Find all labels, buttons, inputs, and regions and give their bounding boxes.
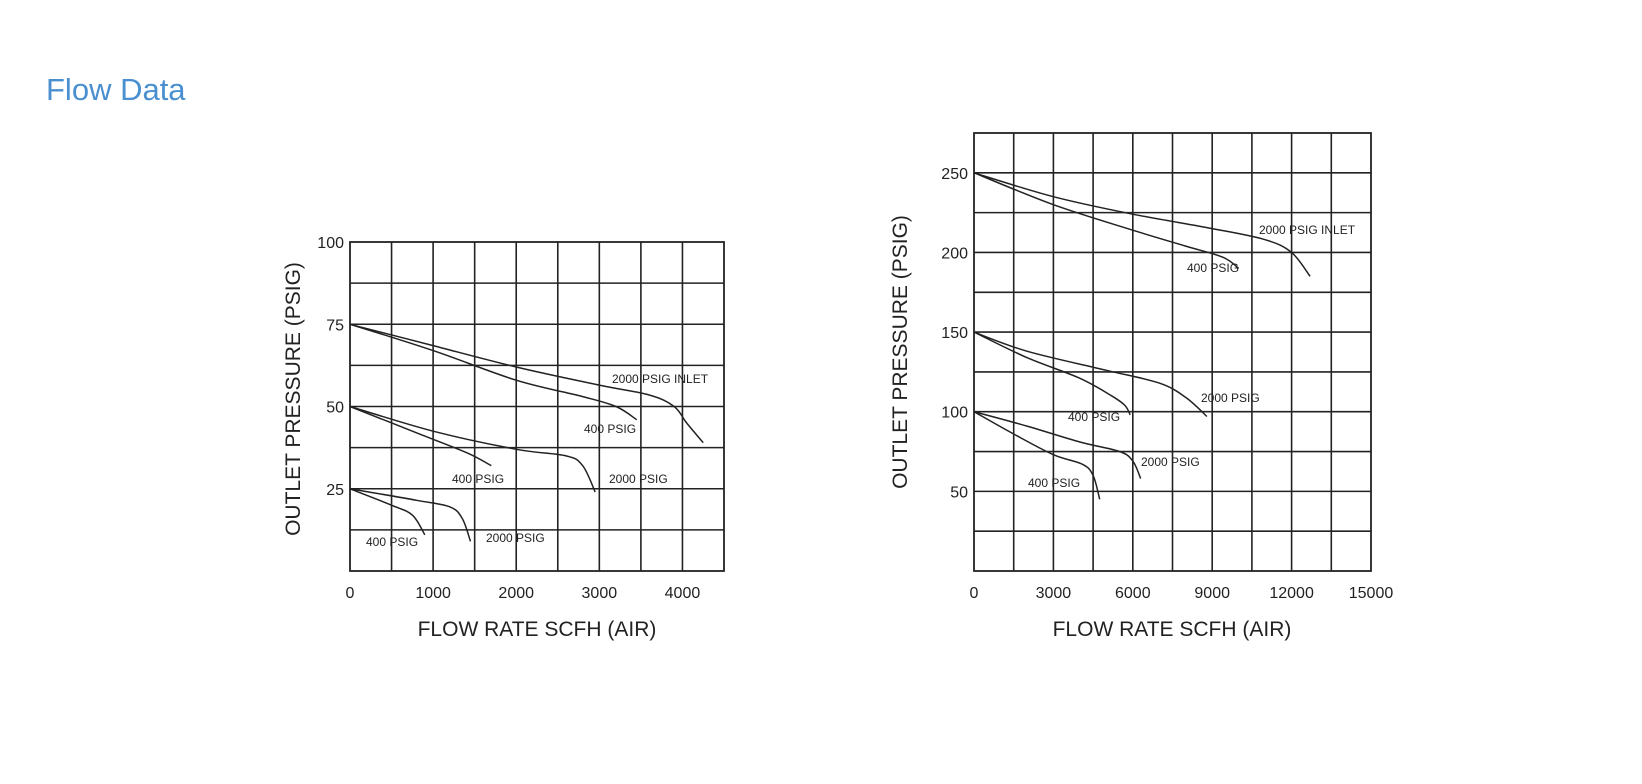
chart-1: 0 1000 2000 3000 4000 25 50 75 100 FLOW RATE SCFH… [282, 235, 725, 641]
x-tick-label: 0 [970, 585, 979, 602]
x-tick-label: 0 [346, 585, 355, 602]
series-label: 400 PSIG [366, 535, 418, 549]
y-tick-label: 75 [326, 317, 344, 334]
series-line [973, 331, 1208, 418]
series-label: 400 PSIG [452, 472, 504, 486]
series-line [349, 323, 704, 444]
series-line [349, 405, 492, 467]
series-line [349, 405, 596, 493]
series-label: 2000 PSIG [1141, 455, 1200, 469]
series-line [349, 488, 472, 542]
series-label: 2000 PSIG [609, 472, 668, 486]
y-axis-label: OUTLET PRESSURE (PSIG) [889, 215, 912, 489]
x-tick-label: 1000 [415, 585, 451, 602]
series-label: 2000 PSIG INLET [1259, 223, 1356, 237]
y-tick-label: 100 [941, 405, 968, 422]
y-tick-label: 100 [317, 235, 344, 252]
y-tick-label: 25 [326, 482, 344, 499]
series-line [973, 172, 1311, 277]
series-line [973, 410, 1142, 479]
y-tick-label: 150 [941, 325, 968, 342]
series-line [973, 172, 1240, 270]
x-tick-label: 3000 [582, 585, 618, 602]
series-label: 400 PSIG [1187, 261, 1239, 275]
y-axis-label: OUTLET PRESSURE (PSIG) [282, 262, 305, 536]
x-tick-label: 2000 [498, 585, 534, 602]
series-label: 2000 PSIG [486, 531, 545, 545]
x-tick-label: 6000 [1115, 585, 1151, 602]
series-line [973, 411, 1101, 500]
series-line [349, 323, 638, 421]
x-tick-label: 15000 [1349, 585, 1394, 602]
series-line [973, 331, 1131, 416]
page-title: Flow Data [46, 72, 186, 107]
x-tick-label: 3000 [1036, 585, 1072, 602]
series-line [349, 488, 426, 536]
series-label: 2000 PSIG INLET [612, 372, 709, 386]
series-label: 400 PSIG [1068, 410, 1120, 424]
x-tick-label: 4000 [665, 585, 701, 602]
x-axis-label: FLOW RATE SCFH (AIR) [1053, 618, 1292, 641]
x-axis-label: FLOW RATE SCFH (AIR) [418, 618, 657, 641]
y-tick-label: 200 [941, 245, 968, 262]
x-tick-label: 9000 [1194, 585, 1230, 602]
plot-frame [973, 132, 1372, 572]
chart-2: 0 3000 6000 9000 12000 15000 50 100 150 200 250 FLO… [889, 132, 1394, 641]
series-label: 400 PSIG [584, 422, 636, 436]
y-tick-label: 50 [950, 484, 968, 501]
y-tick-label: 250 [941, 166, 968, 183]
series-label: 2000 PSIG [1201, 391, 1260, 405]
series-label: 400 PSIG [1028, 476, 1080, 490]
y-tick-label: 50 [326, 400, 344, 417]
x-tick-label: 12000 [1269, 585, 1314, 602]
